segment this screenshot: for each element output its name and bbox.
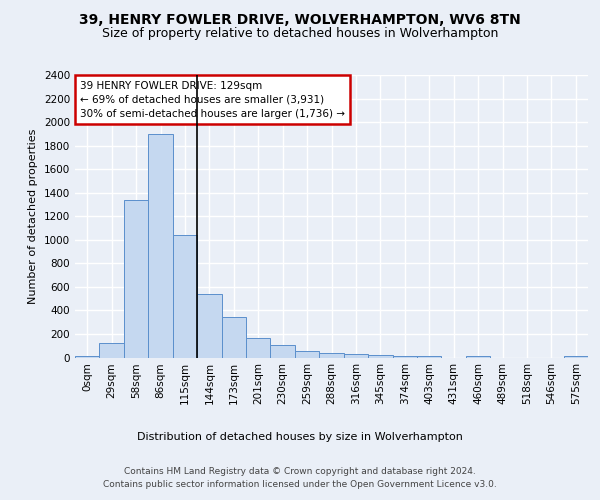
Text: Distribution of detached houses by size in Wolverhampton: Distribution of detached houses by size … <box>137 432 463 442</box>
Bar <box>100 343 124 357</box>
Text: 39, HENRY FOWLER DRIVE, WOLVERHAMPTON, WV6 8TN: 39, HENRY FOWLER DRIVE, WOLVERHAMPTON, W… <box>79 12 521 26</box>
Bar <box>246 338 271 357</box>
Text: Size of property relative to detached houses in Wolverhampton: Size of property relative to detached ho… <box>102 28 498 40</box>
Bar <box>197 294 221 358</box>
Bar <box>124 200 148 358</box>
Bar <box>221 318 246 358</box>
Bar <box>344 354 368 358</box>
Bar <box>148 134 173 358</box>
Text: 39 HENRY FOWLER DRIVE: 129sqm
← 69% of detached houses are smaller (3,931)
30% o: 39 HENRY FOWLER DRIVE: 129sqm ← 69% of d… <box>80 80 345 118</box>
Text: Contains public sector information licensed under the Open Government Licence v3: Contains public sector information licen… <box>103 480 497 489</box>
Text: Contains HM Land Registry data © Crown copyright and database right 2024.: Contains HM Land Registry data © Crown c… <box>124 468 476 476</box>
Bar <box>319 354 344 358</box>
Bar <box>392 356 417 358</box>
Bar <box>368 355 392 358</box>
Bar <box>295 351 319 358</box>
Bar <box>75 356 100 358</box>
Bar <box>466 356 490 358</box>
Bar <box>173 235 197 358</box>
Bar <box>271 345 295 358</box>
Y-axis label: Number of detached properties: Number of detached properties <box>28 128 38 304</box>
Bar <box>563 356 588 358</box>
Bar <box>417 356 442 358</box>
